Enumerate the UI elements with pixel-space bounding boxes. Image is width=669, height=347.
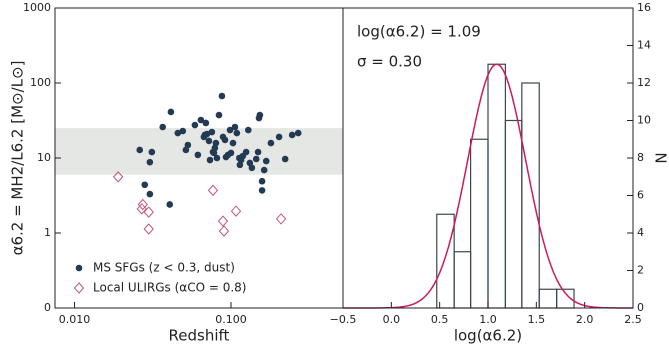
circle-marker (203, 130, 211, 138)
x-tick-label: 0.5 (431, 313, 449, 326)
circle-marker (248, 164, 256, 172)
circle-marker (244, 126, 252, 134)
circle-marker (159, 123, 166, 131)
circle-marker (288, 131, 296, 139)
circle-marker (212, 139, 220, 147)
y2-tick-label: 8 (637, 151, 644, 164)
circle-marker (194, 151, 202, 159)
annotation: log(α6.2) = 1.09 (357, 23, 481, 41)
y-axis-label: α6.2 = MH2/L6.2 [M⊙/L⊙] (9, 61, 27, 256)
circle-marker (146, 190, 154, 198)
circle-marker (254, 148, 262, 156)
circle-marker (267, 139, 275, 147)
y2-tick-label: 2 (637, 264, 644, 277)
y-tick-label: 100 (30, 76, 51, 89)
x-axis-label: log(α6.2) (454, 327, 522, 345)
circle-marker (179, 127, 187, 135)
circle-marker (294, 129, 302, 137)
diamond-marker (218, 225, 230, 237)
diamond-marker (207, 184, 219, 197)
circle-marker (202, 119, 210, 127)
y-tick-label: 0 (44, 301, 51, 314)
x-tick-label: 2.5 (624, 313, 642, 326)
histogram-bar (453, 251, 472, 309)
circle-marker (256, 111, 264, 119)
y-tick-label: 1000 (23, 1, 51, 14)
circle-marker (213, 154, 221, 162)
diamond-marker (143, 223, 154, 235)
legend-label: MS SFGs (z < 0.3, dust) (93, 261, 235, 275)
y-tick-label: 1 (44, 226, 51, 239)
circle-marker (258, 177, 266, 185)
x-tick-label: 0.010 (59, 313, 91, 326)
y2-tick-label: 12 (637, 76, 651, 89)
circle-marker (226, 126, 234, 134)
y-tick-label: 10 (37, 151, 51, 164)
diamond-marker (230, 205, 242, 217)
circle-marker (191, 121, 199, 129)
circle-marker (174, 129, 182, 137)
histogram-bar (504, 119, 523, 309)
circle-marker (260, 166, 268, 174)
x-tick-label: −0.5 (330, 313, 357, 326)
plot-frame (342, 7, 634, 309)
circle-marker (205, 137, 213, 145)
circle-marker (141, 181, 149, 189)
circle-marker (218, 92, 226, 100)
circle-marker (136, 146, 144, 154)
histogram-bar (487, 63, 506, 309)
circle-marker (242, 148, 250, 156)
y2-tick-label: 14 (637, 39, 651, 52)
diamond-marker (112, 171, 124, 183)
diamond-marker (143, 206, 154, 218)
diamond-marker (137, 198, 148, 211)
y2-tick-label: 6 (637, 189, 644, 202)
annotation: σ = 0.30 (357, 53, 422, 71)
x-tick-label: 2.0 (576, 313, 594, 326)
circle-marker (231, 123, 239, 131)
y2-axis-label: N (652, 152, 669, 163)
histogram-bar (538, 288, 558, 309)
legend-marker (73, 282, 85, 294)
circle-marker (229, 139, 237, 147)
x-axis-label: Redshift (169, 327, 230, 345)
circle-marker (167, 108, 175, 116)
y2-tick-label: 0 (637, 301, 644, 314)
circle-marker (215, 111, 223, 119)
circle-marker (210, 149, 218, 157)
legend-label: Local ULIRGs (αCO = 0.8) (93, 281, 247, 295)
diamond-marker (275, 213, 287, 225)
circle-marker (146, 158, 154, 166)
circle-marker (184, 141, 192, 149)
histogram-bar (521, 82, 540, 309)
circle-marker (233, 129, 241, 137)
circle-marker (262, 157, 270, 165)
circle-marker (252, 155, 260, 163)
diamond-marker (136, 203, 147, 215)
circle-marker (208, 128, 216, 136)
x-tick-label: 1.5 (528, 313, 546, 326)
circle-marker (206, 156, 214, 164)
circle-marker (275, 133, 283, 141)
circle-marker (258, 187, 266, 194)
y2-tick-label: 4 (637, 226, 644, 239)
diamond-marker (217, 215, 229, 227)
x-tick-label: 0.0 (383, 313, 401, 326)
circle-marker (182, 146, 190, 154)
circle-marker (227, 149, 235, 157)
circle-marker (221, 136, 229, 144)
legend-marker (75, 264, 83, 272)
circle-marker (197, 116, 205, 124)
x-tick-label: 1.0 (479, 313, 497, 326)
histogram-bar (436, 213, 455, 309)
x-tick-label: 0.100 (215, 313, 247, 326)
circle-marker (281, 155, 289, 163)
circle-marker (148, 148, 156, 156)
circle-marker (166, 201, 174, 208)
y2-tick-label: 10 (637, 114, 651, 127)
histogram-bar (470, 138, 489, 309)
circle-marker (236, 161, 244, 169)
y2-tick-label: 16 (637, 1, 651, 14)
